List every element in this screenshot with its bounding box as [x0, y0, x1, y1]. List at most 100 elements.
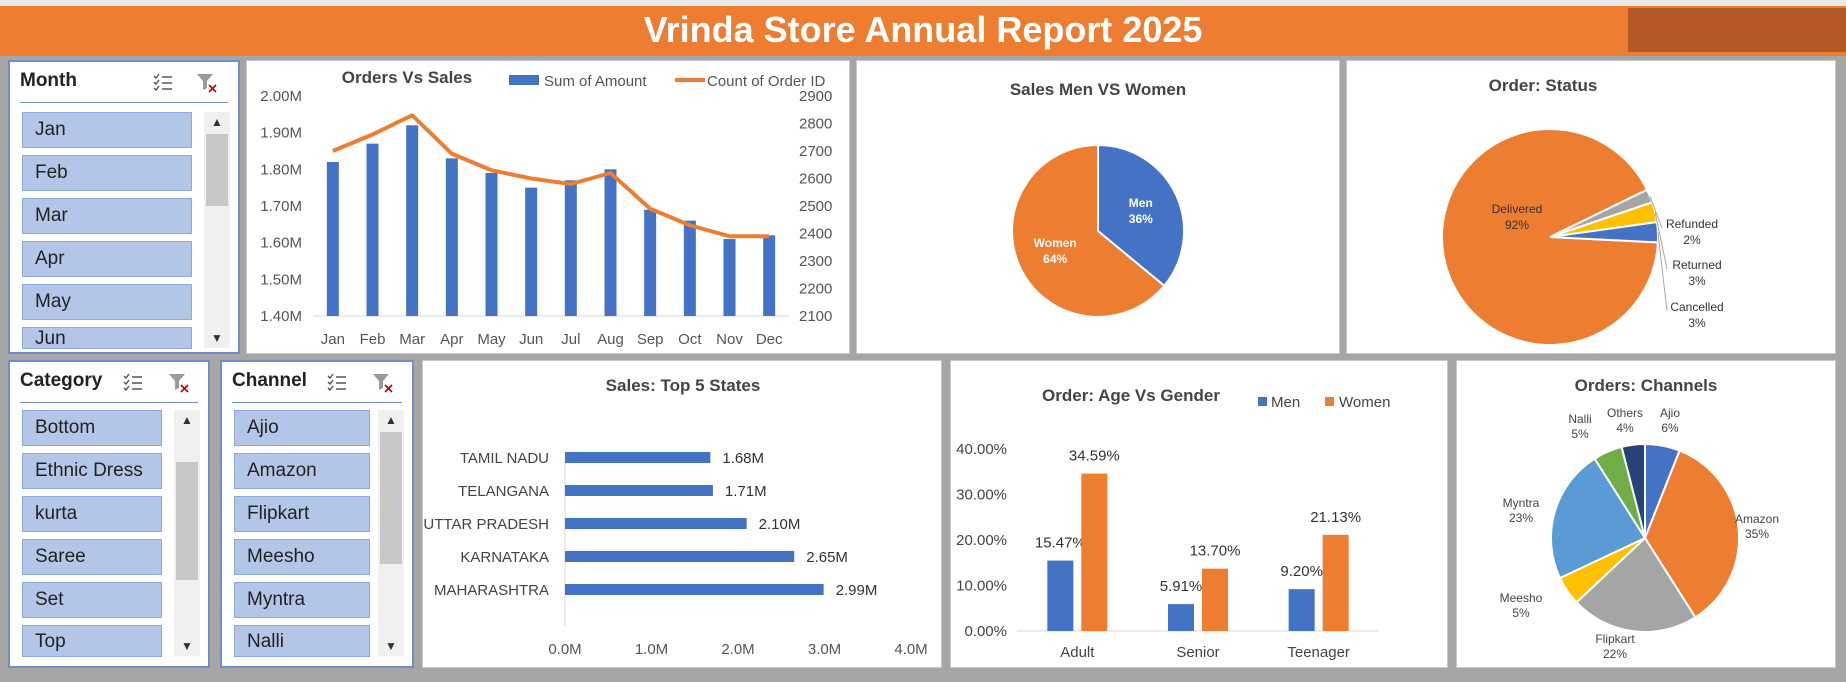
multi-select-icon[interactable]: [122, 372, 144, 394]
x-tick: Nov: [716, 331, 743, 348]
category-scrollbar[interactable]: ▲ ▼: [174, 410, 200, 656]
scroll-up-icon[interactable]: ▲: [385, 413, 397, 427]
scroll-down-icon[interactable]: ▼: [211, 331, 223, 345]
y-left-tick: 1.50M: [260, 271, 302, 288]
slice-percent: 35%: [1745, 527, 1769, 541]
slice-percent: 5%: [1571, 427, 1589, 441]
state-bar: [565, 551, 795, 562]
value-label: 15.47%: [1035, 535, 1086, 552]
y-right-tick: 2500: [799, 198, 832, 215]
scrollbar-thumb[interactable]: [206, 134, 228, 206]
slicer-item[interactable]: kurta: [22, 496, 162, 532]
value-label: 2.65M: [806, 549, 848, 566]
clear-filter-icon[interactable]: [168, 372, 190, 394]
top-states-chart[interactable]: Sales: Top 5 States TAMIL NADU 1.68M TELANG…: [422, 360, 942, 668]
slicer-item[interactable]: Ethnic Dress: [22, 453, 162, 489]
scrollbar-thumb[interactable]: [380, 432, 402, 564]
slicer-divider: [20, 102, 228, 103]
amount-bar: [683, 220, 696, 316]
men-women-chart[interactable]: Sales Men VS Women Men 36% Women 64%: [856, 60, 1340, 354]
pie-slice-others: [1620, 442, 1646, 539]
legend-label-orders: Count of Order ID: [707, 73, 826, 90]
slice-percent: 64%: [1043, 252, 1067, 266]
category-label: UTTAR PRADESH: [423, 516, 549, 533]
month-slicer[interactable]: Month Jan Feb Mar Apr May Jun ▲ ▼: [8, 60, 240, 354]
age-gender-bar: [1047, 560, 1074, 631]
channel-slicer[interactable]: Channel Ajio Amazon Flipkart Meesho Mynt…: [220, 360, 414, 668]
amount-bar: [525, 187, 538, 316]
value-label: 21.13%: [1310, 509, 1361, 526]
amount-bar: [604, 169, 617, 316]
slicer-item[interactable]: Top: [22, 625, 162, 657]
slicer-divider: [20, 402, 198, 403]
slice-percent: 5%: [1512, 606, 1530, 620]
chart-title: Order: Status: [1489, 76, 1598, 95]
category-label: KARNATAKA: [460, 549, 549, 566]
slice-percent: 3%: [1688, 316, 1706, 330]
multi-select-icon[interactable]: [326, 372, 348, 394]
slice-label: Amazon: [1735, 512, 1779, 526]
slicer-item[interactable]: Jan: [22, 112, 192, 148]
y-right-tick: 2900: [799, 88, 832, 105]
scrollbar-thumb[interactable]: [176, 462, 198, 580]
x-tick: Oct: [678, 331, 702, 348]
slicer-item[interactable]: Flipkart: [234, 496, 370, 532]
slicer-item[interactable]: Ajio: [234, 410, 370, 446]
slicer-item[interactable]: Myntra: [234, 582, 370, 618]
multi-select-icon[interactable]: [152, 72, 174, 94]
legend-label-men: Men: [1271, 394, 1300, 411]
y-left-tick: 1.70M: [260, 198, 302, 215]
slicer-item[interactable]: Jun: [22, 327, 192, 349]
value-label: 1.71M: [725, 483, 767, 500]
slicer-item[interactable]: Bottom: [22, 410, 162, 446]
clear-filter-icon[interactable]: [372, 372, 394, 394]
slicer-item[interactable]: Nalli: [234, 625, 370, 657]
title-bar-top-line: [0, 0, 1846, 6]
y-tick: 10.00%: [956, 578, 1007, 595]
order-status-chart[interactable]: Order: Status Delivered 92% Refunded 2% Retur…: [1346, 60, 1836, 354]
scroll-down-icon[interactable]: ▼: [181, 639, 193, 653]
y-right-tick: 2300: [799, 253, 832, 270]
month-scrollbar[interactable]: ▲ ▼: [204, 112, 230, 348]
slicer-item[interactable]: Feb: [22, 155, 192, 191]
y-left-tick: 1.90M: [260, 125, 302, 142]
slicer-item[interactable]: Apr: [22, 241, 192, 277]
amount-bar: [366, 143, 379, 316]
x-tick: Adult: [1060, 644, 1095, 661]
slice-label: Others: [1607, 406, 1643, 420]
age-gender-bar: [1202, 568, 1228, 631]
y-tick: 30.00%: [956, 487, 1007, 504]
scroll-up-icon[interactable]: ▲: [211, 115, 223, 129]
legend-label-amount: Sum of Amount: [544, 73, 647, 90]
x-tick: 3.0M: [808, 641, 841, 658]
category-label: MAHARASHTRA: [434, 582, 549, 599]
age-gender-bar: [1081, 473, 1108, 631]
state-bar: [565, 584, 824, 595]
age-gender-chart[interactable]: Order: Age Vs Gender Men Women 40.00% 30.00%…: [950, 360, 1448, 668]
category-slicer[interactable]: Category Bottom Ethnic Dress kurta Saree…: [8, 360, 210, 668]
clear-filter-icon[interactable]: [196, 72, 218, 94]
slicer-item[interactable]: Saree: [22, 539, 162, 575]
scroll-down-icon[interactable]: ▼: [385, 639, 397, 653]
legend-swatch-women: [1325, 397, 1334, 406]
amount-bar: [406, 125, 419, 316]
slicer-item[interactable]: May: [22, 284, 192, 320]
channel-scrollbar[interactable]: ▲ ▼: [378, 410, 404, 656]
amount-bar: [445, 158, 458, 316]
y-right-tick: 2100: [799, 308, 832, 325]
slice-percent: 36%: [1129, 212, 1153, 226]
slice-percent: 6%: [1661, 421, 1679, 435]
channels-chart[interactable]: Orders: Channels Ajio 6% Amazon 35% Flipkart 2…: [1456, 360, 1836, 668]
slicer-item[interactable]: Set: [22, 582, 162, 618]
scroll-up-icon[interactable]: ▲: [181, 413, 193, 427]
y-right-tick: 2700: [799, 143, 832, 160]
chart-title: Sales: Top 5 States: [606, 376, 761, 395]
y-left-tick: 1.80M: [260, 161, 302, 178]
state-bar: [565, 452, 711, 463]
slice-percent: 22%: [1603, 647, 1627, 661]
slicer-item[interactable]: Meesho: [234, 539, 370, 575]
slicer-item[interactable]: Mar: [22, 198, 192, 234]
orders-vs-sales-chart[interactable]: Orders Vs Sales Sum of Amount Count of Ord…: [246, 60, 850, 354]
slicer-item[interactable]: Amazon: [234, 453, 370, 489]
month-slicer-title: Month: [20, 70, 77, 91]
